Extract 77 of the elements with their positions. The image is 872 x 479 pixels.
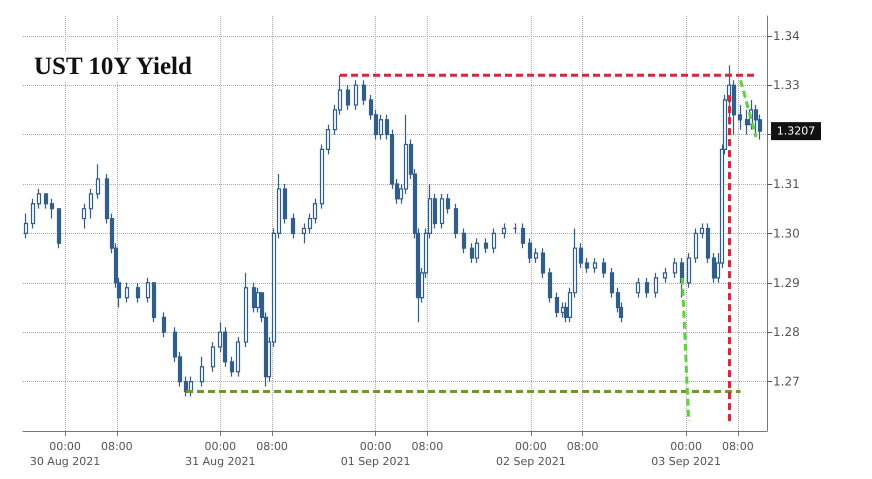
candlestick bbox=[738, 104, 742, 130]
candlestick bbox=[302, 222, 306, 244]
candlestick bbox=[36, 188, 42, 210]
candlestick bbox=[636, 277, 640, 298]
candlestick bbox=[124, 282, 130, 304]
candlestick bbox=[592, 257, 598, 274]
x-tick-label: 08:00 bbox=[411, 440, 444, 453]
candlestick bbox=[712, 252, 716, 284]
candlestick bbox=[50, 198, 54, 220]
candlestick bbox=[136, 282, 140, 304]
x-tick-label: 00:00 30 Aug 2021 bbox=[30, 440, 100, 468]
candlestick bbox=[484, 238, 488, 254]
candlestick bbox=[540, 248, 546, 278]
y-tick-label: 1.33 bbox=[773, 78, 800, 92]
candlestick bbox=[548, 267, 552, 304]
candlestick bbox=[440, 193, 444, 230]
candlestick bbox=[706, 222, 710, 264]
candlestick bbox=[610, 267, 614, 298]
candlestick bbox=[24, 213, 28, 239]
text: UST 10Y Yield bbox=[34, 53, 192, 80]
candlestick bbox=[346, 84, 350, 110]
candlestick bbox=[354, 80, 358, 110]
candlestick bbox=[578, 242, 584, 269]
candlestick bbox=[146, 277, 150, 304]
candlestick bbox=[446, 193, 450, 214]
candlestick bbox=[244, 272, 248, 348]
x-tick-label: 00:00 02 Sep 2021 bbox=[496, 440, 566, 468]
x-tick-label: 00:00 01 Sep 2021 bbox=[340, 440, 410, 468]
candlestick bbox=[252, 282, 256, 314]
candlestick bbox=[662, 267, 668, 284]
candlestick bbox=[200, 356, 204, 388]
candlestick bbox=[320, 144, 324, 210]
candlestick bbox=[152, 282, 156, 323]
candlestick bbox=[44, 193, 48, 210]
x-tick-label: 08:00 bbox=[566, 440, 598, 453]
candlestick bbox=[512, 222, 518, 234]
y-tick-label: 1.27 bbox=[773, 374, 800, 389]
candlestick bbox=[644, 277, 650, 298]
candlestick bbox=[162, 312, 166, 338]
candlestick bbox=[492, 228, 496, 254]
candlestick bbox=[654, 272, 658, 298]
x-tick-label: 08:00 bbox=[256, 440, 288, 453]
x-tick-label: 08:00 bbox=[100, 440, 133, 453]
y-tick-label: 1.31 bbox=[773, 176, 800, 191]
candlestick bbox=[534, 248, 538, 264]
candlestick bbox=[230, 356, 234, 378]
y-tick-label: 1.29 bbox=[773, 276, 800, 290]
candlestick bbox=[554, 292, 560, 318]
candlestick bbox=[602, 257, 606, 278]
candlestick bbox=[462, 228, 466, 254]
y-tick-label: 1.28 bbox=[773, 325, 800, 340]
candlestick bbox=[30, 198, 36, 230]
candlestick bbox=[584, 257, 590, 274]
candlestick bbox=[210, 341, 216, 372]
candlestick bbox=[82, 203, 86, 230]
candlestick bbox=[362, 80, 366, 106]
candlestick bbox=[528, 238, 532, 264]
candlestick bbox=[502, 222, 506, 239]
candlestick bbox=[700, 222, 704, 239]
candlestick bbox=[520, 222, 526, 249]
candlestick bbox=[236, 336, 240, 378]
candlestick bbox=[326, 124, 330, 155]
candlestick bbox=[672, 257, 678, 278]
y-tick-label: 1.34 bbox=[773, 28, 800, 43]
candlestick bbox=[290, 213, 296, 239]
candlestick bbox=[454, 203, 458, 239]
candlestick bbox=[282, 183, 288, 224]
candlestick bbox=[88, 188, 94, 220]
x-tick-label: 08:00 bbox=[722, 440, 754, 453]
candlestick bbox=[56, 208, 62, 249]
candlestick bbox=[694, 228, 698, 264]
candlestick bbox=[96, 164, 100, 200]
text: 1.3207 bbox=[776, 124, 816, 138]
x-tick-label: 00:00 03 Sep 2021 bbox=[651, 440, 721, 468]
candlestick bbox=[686, 252, 692, 288]
y-tick-label: 1.30 bbox=[773, 226, 800, 240]
x-tick-label: 00:00 31 Aug 2021 bbox=[185, 440, 256, 468]
